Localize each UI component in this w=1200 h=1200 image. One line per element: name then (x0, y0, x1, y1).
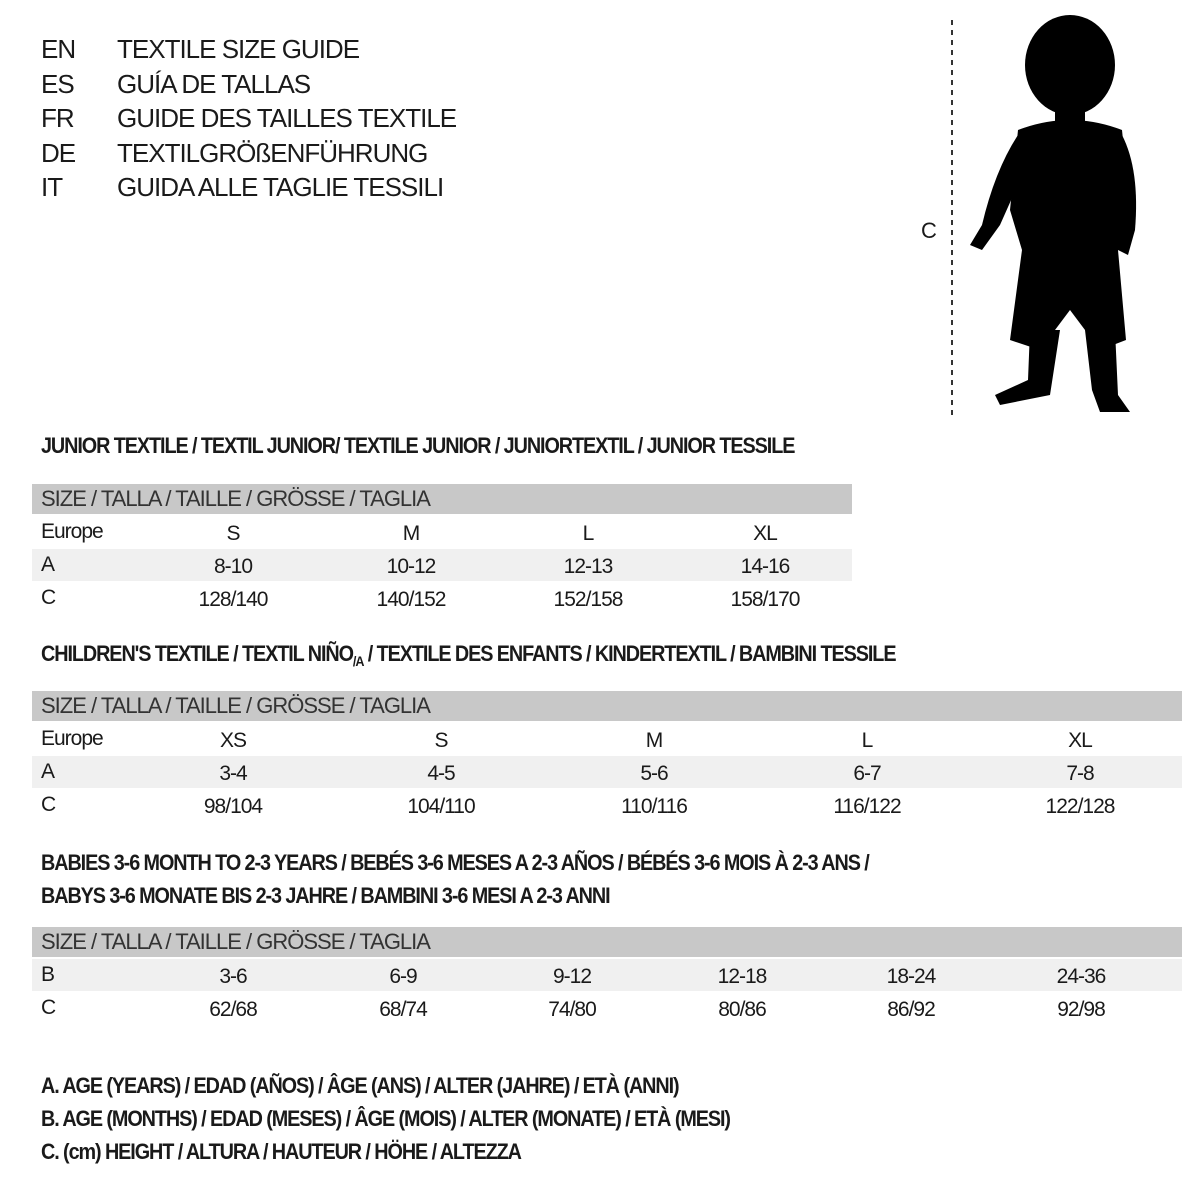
size-header-text: SIZE / TALLA / TAILLE / GRÖSSE / TAGLIA (41, 693, 431, 718)
row-label: A (41, 760, 55, 783)
row-label: C (41, 586, 56, 609)
table-row: C 128/140 140/152 152/158 158/170 (0, 582, 1200, 614)
babies-title-line1: BABIES 3-6 MONTH TO 2-3 YEARS / BEBÉS 3-… (41, 850, 870, 875)
table-cell: 4-5 (427, 762, 455, 785)
babies-title-line2: BABYS 3-6 MONATE BIS 2-3 JAHRE / BAMBINI… (41, 883, 611, 908)
table-cell: 98/104 (203, 795, 263, 818)
table-cell: 6-7 (853, 762, 881, 785)
table-row: B 3-6 6-9 9-12 12-18 18-24 24-36 (0, 959, 1200, 991)
table-cell: 122/128 (1045, 795, 1116, 818)
language-code: ES (41, 68, 75, 99)
table-row: Europe XS S M L XL (0, 723, 1200, 755)
row-label: Europe (41, 727, 104, 750)
table-cell: 80/86 (718, 998, 767, 1021)
table-cell: XS (219, 729, 247, 752)
table-row: Europe S M L XL (0, 516, 1200, 548)
table-cell: 7-8 (1066, 762, 1094, 785)
row-label: C (41, 996, 56, 1019)
language-code: DE (41, 137, 76, 168)
size-header-text: SIZE / TALLA / TAILLE / GRÖSSE / TAGLIA (41, 929, 431, 954)
row-label: B (41, 963, 55, 986)
table-cell: 140/152 (376, 588, 447, 611)
table-cell: 110/116 (621, 795, 688, 818)
table-row: A 3-4 4-5 5-6 6-7 7-8 (0, 756, 1200, 788)
table-cell: 158/170 (730, 588, 801, 611)
table-cell: 74/80 (548, 998, 597, 1021)
table-cell: 12-18 (717, 965, 768, 988)
language-code: IT (41, 172, 63, 202)
table-cell: XL (1068, 729, 1093, 752)
table-cell: XL (753, 522, 778, 545)
language-code: EN (41, 34, 76, 64)
children-size-header: SIZE / TALLA / TAILLE / GRÖSSE / TAGLIA (32, 691, 1182, 721)
table-cell: 9-12 (552, 965, 592, 988)
table-cell: M (402, 522, 421, 545)
legend-item: B. AGE (MONTHS) / EDAD (MESES) / ÂGE (MO… (41, 1106, 731, 1131)
table-cell: 8-10 (213, 555, 253, 578)
guide-title: TEXTILGRÖßENFÜHRUNG (117, 137, 428, 168)
table-cell: 6-9 (389, 965, 417, 988)
table-cell: 92/98 (1057, 998, 1106, 1021)
table-cell: S (226, 522, 240, 545)
table-cell: 116/122 (833, 795, 901, 818)
height-label: C (921, 218, 937, 243)
babies-size-header: SIZE / TALLA / TAILLE / GRÖSSE / TAGLIA (32, 927, 1182, 957)
table-cell: 12-13 (563, 555, 614, 578)
table-row: C 62/68 68/74 74/80 80/86 86/92 92/98 (0, 992, 1200, 1024)
language-code: FR (41, 103, 75, 133)
table-row: A 8-10 10-12 12-13 14-16 (0, 549, 1200, 581)
table-cell: 24-36 (1056, 965, 1107, 988)
children-title: CHILDREN'S TEXTILE / TEXTIL NIÑO/A / TEX… (41, 641, 897, 669)
guide-title: GUIDA ALLE TAGLIE TESSILI (117, 172, 444, 202)
legend-item: A. AGE (YEARS) / EDAD (AÑOS) / ÂGE (ANS)… (41, 1073, 680, 1098)
table-cell: 62/68 (209, 998, 258, 1021)
guide-title: GUIDE DES TAILLES TEXTILE (117, 103, 457, 133)
table-cell: 86/92 (887, 998, 936, 1021)
row-label: A (41, 553, 55, 576)
table-cell: S (434, 729, 448, 752)
table-cell: L (582, 522, 595, 545)
child-silhouette-icon (951, 15, 1137, 415)
legend-item: C. (cm) HEIGHT / ALTURA / HAUTEUR / HÖHE… (41, 1139, 522, 1164)
table-cell: 68/74 (379, 998, 428, 1021)
table-cell: 14-16 (740, 555, 791, 578)
table-cell: 104/110 (407, 795, 475, 818)
table-cell: 10-12 (386, 555, 437, 578)
table-cell: 5-6 (640, 762, 668, 785)
junior-size-header: SIZE / TALLA / TAILLE / GRÖSSE / TAGLIA (32, 484, 852, 514)
row-label: Europe (41, 520, 104, 543)
size-header-text: SIZE / TALLA / TAILLE / GRÖSSE / TAGLIA (41, 486, 431, 511)
row-label: C (41, 793, 56, 816)
junior-title: JUNIOR TEXTILE / TEXTIL JUNIOR/ TEXTILE … (41, 433, 795, 458)
table-cell: L (861, 729, 874, 752)
guide-title: TEXTILE SIZE GUIDE (117, 34, 360, 64)
guide-title: GUÍA DE TALLAS (117, 68, 311, 99)
table-cell: 152/158 (553, 588, 624, 611)
table-cell: 3-6 (219, 965, 247, 988)
table-cell: 18-24 (886, 965, 937, 988)
table-row: C 98/104 104/110 110/116 116/122 122/128 (0, 789, 1200, 821)
table-cell: M (645, 729, 664, 752)
table-cell: 3-4 (219, 762, 247, 785)
table-cell: 128/140 (198, 588, 269, 611)
